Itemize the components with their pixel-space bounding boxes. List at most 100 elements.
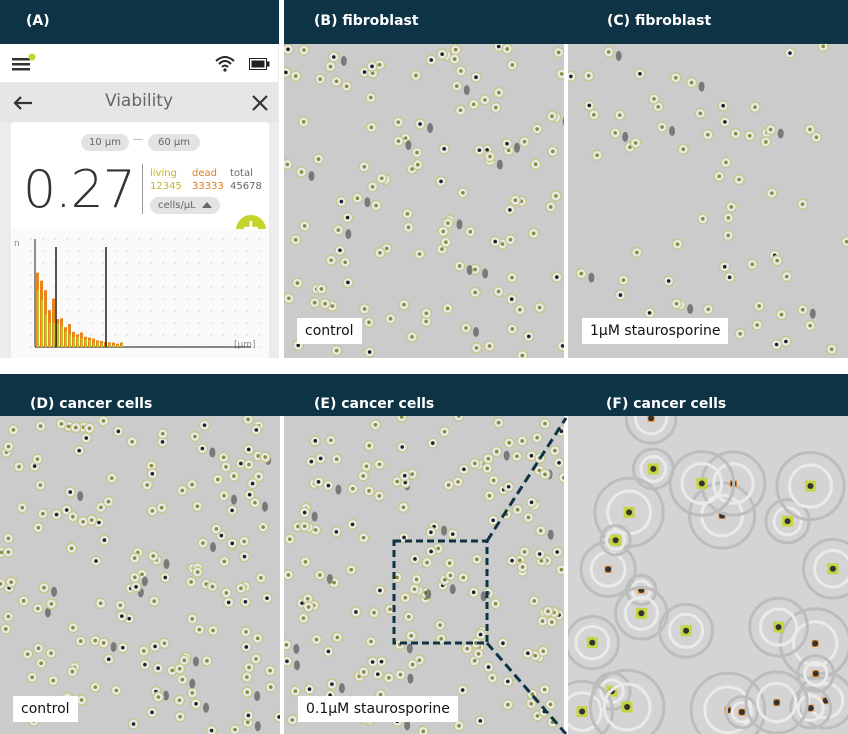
- cell-marker: [243, 661, 255, 674]
- cell-marker: [395, 416, 408, 423]
- status-bar: [0, 44, 278, 83]
- cell-marker: [207, 624, 219, 637]
- cell-marker: [723, 271, 736, 284]
- range-min-pill[interactable]: 10 µm: [81, 134, 129, 151]
- cell-marker: [452, 476, 464, 488]
- cell-marker: [470, 71, 482, 83]
- app-nav-bar: Viability: [0, 82, 278, 122]
- cell-marker: [112, 425, 125, 437]
- cell-marker: [449, 44, 462, 56]
- cell-marker: [89, 681, 101, 693]
- unit-selector[interactable]: cells/µL: [150, 197, 220, 214]
- cell-marker: [366, 60, 378, 73]
- cell-marker: [95, 597, 107, 610]
- cell-marker: [242, 709, 255, 722]
- cell-marker: [518, 135, 531, 148]
- cell-marker: [243, 488, 256, 501]
- cell-marker: [668, 450, 736, 517]
- back-arrow-icon[interactable]: [12, 95, 34, 111]
- cell-marker: [568, 614, 620, 671]
- cell-marker: [434, 619, 446, 631]
- cell-marker: [2, 532, 15, 545]
- cell-marker: [492, 285, 505, 298]
- cell-marker: [298, 220, 311, 232]
- cell-marker: [473, 144, 486, 156]
- hamburger-menu-icon[interactable]: [11, 53, 37, 75]
- cell-marker: [220, 461, 232, 473]
- caption-e: 0.1μM staurosporine: [298, 696, 458, 722]
- cell-marker: [614, 289, 627, 301]
- cell-marker: [614, 109, 626, 121]
- cell-marker: [435, 175, 447, 188]
- cell-marker: [582, 70, 595, 82]
- cell-marker: [34, 479, 47, 491]
- cell-marker: [328, 51, 347, 66]
- cell-marker: [448, 53, 461, 65]
- close-icon[interactable]: [251, 94, 269, 112]
- cell-marker: [436, 48, 448, 60]
- cell-marker: [305, 455, 318, 468]
- micrograph-b-image: [284, 44, 564, 358]
- cell-marker: [339, 256, 351, 268]
- cell-marker: [425, 54, 437, 66]
- cell-marker: [297, 612, 310, 624]
- cell-marker: [591, 149, 603, 161]
- cell-marker: [748, 596, 809, 658]
- hist-bar-living: [49, 322, 51, 347]
- cell-marker: [443, 557, 456, 569]
- wifi-icon: [215, 56, 235, 72]
- cell-marker: [810, 131, 823, 143]
- cell-marker: [366, 656, 379, 668]
- cell-marker: [796, 654, 836, 694]
- cell-marker: [817, 44, 829, 53]
- micrograph-e: 0.1μM staurosporine: [284, 416, 564, 734]
- cell-marker: [363, 439, 375, 452]
- range-separator: —: [133, 134, 143, 145]
- size-histogram: [30, 238, 260, 348]
- cell-marker: [351, 192, 371, 208]
- micrograph-c-image: [568, 44, 848, 355]
- cell-marker: [365, 91, 377, 104]
- range-max-pill[interactable]: 60 µm: [148, 134, 200, 151]
- zoom-region-box: [392, 539, 489, 645]
- cell-marker: [506, 59, 519, 71]
- cell-marker: [261, 592, 273, 604]
- cell-marker: [102, 495, 115, 508]
- cell-marker: [257, 521, 269, 533]
- cell-marker: [218, 555, 231, 568]
- hist-bar-living: [101, 343, 103, 347]
- cell-marker: [406, 331, 418, 343]
- cell-marker: [506, 271, 518, 284]
- cell-marker: [435, 633, 447, 645]
- cell-marker: [228, 470, 240, 482]
- cell-marker: [45, 647, 57, 659]
- cell-marker: [178, 654, 191, 667]
- cell-marker: [479, 94, 491, 106]
- cell-marker: [174, 711, 186, 723]
- cell-marker: [366, 181, 379, 193]
- cell-marker: [425, 545, 437, 558]
- cell-marker: [717, 100, 729, 112]
- cell-marker: [218, 489, 238, 505]
- cell-marker: [141, 479, 153, 491]
- cell-marker: [729, 127, 742, 140]
- cell-marker: [250, 653, 262, 665]
- unit-selector-label: cells/µL: [158, 200, 196, 211]
- cell-marker: [533, 301, 546, 314]
- hist-bar-living: [37, 289, 39, 347]
- cell-marker: [725, 201, 737, 213]
- cell-marker: [129, 571, 148, 587]
- cell-marker: [694, 107, 707, 120]
- cell-marker: [97, 416, 110, 427]
- cell-marker: [396, 441, 408, 453]
- hist-bar-living: [45, 314, 47, 347]
- cell-marker: [251, 632, 264, 644]
- cell-marker: [599, 524, 632, 557]
- cell-marker: [308, 297, 321, 309]
- header-d-label: (D) cancer cells: [30, 396, 153, 412]
- cell-marker: [516, 349, 528, 358]
- cell-marker: [103, 653, 115, 665]
- hist-bar-living: [81, 338, 83, 347]
- cell-marker: [196, 442, 216, 458]
- cell-marker: [240, 626, 252, 638]
